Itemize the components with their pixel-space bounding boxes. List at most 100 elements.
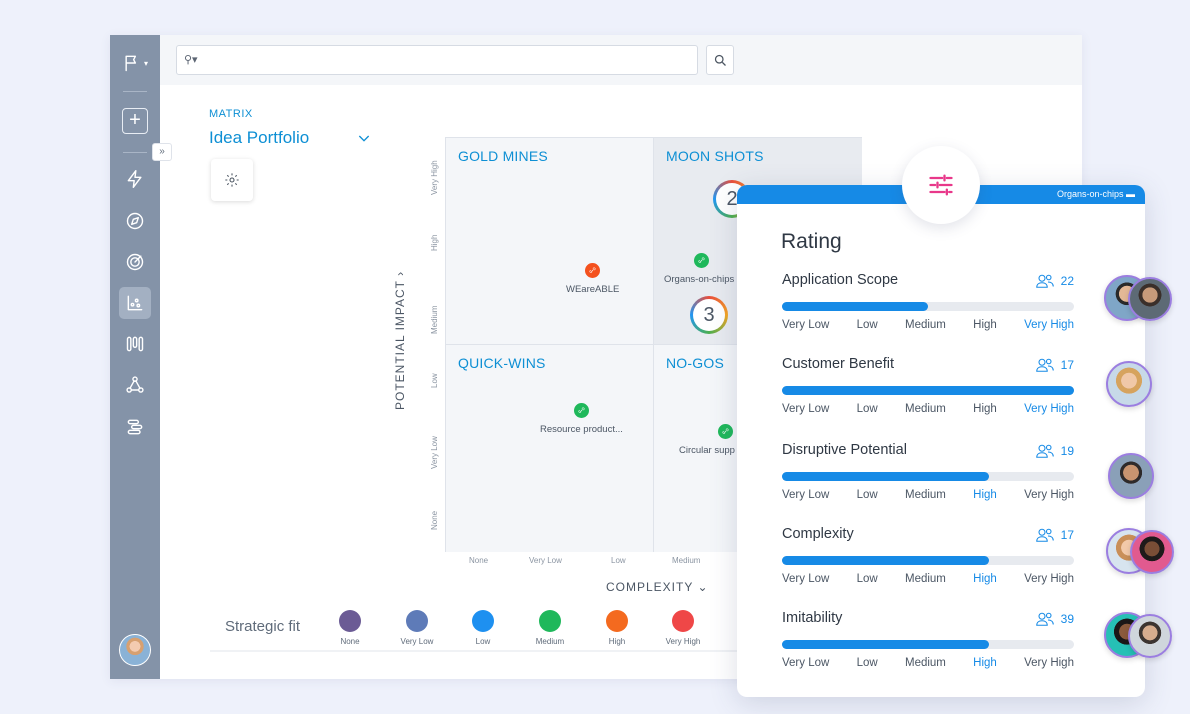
users-icon xyxy=(1035,528,1054,542)
expand-sidebar-button[interactable]: » xyxy=(152,143,172,161)
rating-slider[interactable] xyxy=(782,640,1074,649)
scale-option[interactable]: Medium xyxy=(904,403,946,415)
y-tick: High xyxy=(430,234,439,251)
scale-option[interactable]: Medium xyxy=(904,657,946,669)
scale-option[interactable]: High xyxy=(973,319,997,331)
avatar[interactable] xyxy=(1128,277,1172,321)
idea-marker[interactable]: Resource product... xyxy=(540,403,623,435)
x-axis-label[interactable]: COMPLEXITY ⌄ xyxy=(606,580,709,594)
rater-count[interactable]: 17 xyxy=(1035,357,1074,372)
lightning-icon[interactable] xyxy=(119,163,151,195)
scale-option[interactable]: Very Low xyxy=(782,403,830,415)
scale-option[interactable]: Low xyxy=(856,489,878,501)
rating-name: Application Scope xyxy=(782,272,899,288)
scale-option[interactable]: Low xyxy=(856,403,878,415)
legend-item: Very Low xyxy=(387,610,447,646)
y-tick: Very High xyxy=(430,160,439,195)
rater-count[interactable]: 19 xyxy=(1035,443,1074,458)
search-input[interactable]: ⚲▾ xyxy=(176,45,698,75)
scale-option[interactable]: Very High xyxy=(1024,573,1074,585)
legend-item: Medium xyxy=(520,610,580,646)
rating-scale: Very Low Low Medium High Very High xyxy=(782,573,1074,585)
rater-count[interactable]: 22 xyxy=(1035,273,1074,288)
scale-option[interactable]: High xyxy=(973,489,997,501)
scale-option[interactable]: Medium xyxy=(904,319,946,331)
y-tick: Very Low xyxy=(430,436,439,469)
sidebar-divider xyxy=(123,152,147,153)
scale-option[interactable]: High xyxy=(973,573,997,585)
scale-option[interactable]: Very High xyxy=(1024,403,1074,415)
rating-scale: Very Low Low Medium High Very High xyxy=(782,319,1074,331)
avatar[interactable] xyxy=(1106,361,1152,407)
idea-label: Circular supp xyxy=(679,445,735,456)
rating-fill xyxy=(782,302,928,311)
rating-fill xyxy=(782,472,990,481)
users-icon xyxy=(1035,612,1054,626)
quadrant-gold-mines: GOLD MINES xyxy=(446,138,654,345)
idea-marker[interactable]: Circular supp xyxy=(679,424,737,456)
x-tick: Very Low xyxy=(529,556,562,565)
rating-name: Imitability xyxy=(782,610,843,626)
idea-label: WEareABLE xyxy=(566,284,620,295)
scale-option[interactable]: Very High xyxy=(1024,657,1074,669)
user-avatar[interactable] xyxy=(119,634,151,666)
rating-fill xyxy=(782,640,990,649)
settings-button[interactable] xyxy=(211,159,253,201)
sidebar-divider xyxy=(123,91,147,92)
legend-item: Low xyxy=(453,610,513,646)
scale-option[interactable]: Medium xyxy=(904,573,946,585)
rating-slider[interactable] xyxy=(782,386,1074,395)
idea-marker[interactable]: WEareABLE xyxy=(566,263,619,295)
add-button[interactable]: + xyxy=(122,108,148,134)
scale-option[interactable]: Very High xyxy=(1024,319,1074,331)
link-icon xyxy=(694,253,709,268)
timeline-icon[interactable] xyxy=(119,411,151,443)
scale-option[interactable]: Very Low xyxy=(782,489,830,501)
scale-option[interactable]: High xyxy=(973,403,997,415)
compass-icon[interactable] xyxy=(119,205,151,237)
scale-option[interactable]: Low xyxy=(856,657,878,669)
link-icon xyxy=(573,403,589,418)
rater-count[interactable]: 39 xyxy=(1035,611,1074,626)
filter-settings-button[interactable] xyxy=(902,146,980,224)
network-icon[interactable] xyxy=(119,369,151,401)
rating-slider[interactable] xyxy=(782,556,1074,565)
scale-option[interactable]: Very Low xyxy=(782,657,830,669)
search-icon xyxy=(714,54,726,66)
sliders-icon xyxy=(929,174,953,196)
columns-icon[interactable] xyxy=(119,328,151,360)
search-button[interactable] xyxy=(706,45,734,75)
portfolio-title[interactable]: Idea Portfolio xyxy=(209,128,310,147)
y-tick: Medium xyxy=(430,305,439,334)
rating-row: Customer Benefit 17 Very Low Low Medium High V… xyxy=(782,356,1074,436)
rating-slider[interactable] xyxy=(782,472,1074,481)
flag-menu-icon[interactable]: ▾ xyxy=(116,47,154,79)
y-axis-label[interactable]: POTENTIAL IMPACT › xyxy=(393,270,407,410)
scale-option[interactable]: Medium xyxy=(904,489,946,501)
rating-slider[interactable] xyxy=(782,302,1074,311)
avatar[interactable] xyxy=(1128,614,1172,658)
scale-option[interactable]: Very Low xyxy=(782,573,830,585)
rating-name: Disruptive Potential xyxy=(782,442,907,458)
idea-marker[interactable]: Organs-on-chips xyxy=(664,253,734,285)
scale-option[interactable]: Low xyxy=(856,573,878,585)
scale-option[interactable]: High xyxy=(973,657,997,669)
idea-label: Resource product... xyxy=(540,424,623,435)
scale-option[interactable]: Very High xyxy=(1024,489,1074,501)
quadrant-label: GOLD MINES xyxy=(458,148,548,164)
chevron-down-icon[interactable] xyxy=(356,130,372,146)
target-icon[interactable] xyxy=(119,246,151,278)
scale-option[interactable]: Very Low xyxy=(782,319,830,331)
search-scope-icon[interactable]: ⚲▾ xyxy=(184,54,198,66)
avatar[interactable] xyxy=(1130,530,1174,574)
rater-count[interactable]: 17 xyxy=(1035,527,1074,542)
rating-name: Complexity xyxy=(782,526,854,542)
legend-item: High xyxy=(587,610,647,646)
scale-option[interactable]: Low xyxy=(856,319,878,331)
top-bar: ⚲▾ xyxy=(160,35,1082,85)
idea-cluster[interactable]: 3 xyxy=(690,296,728,334)
idea-tag: Organs-on-chips ▬ xyxy=(1056,189,1135,199)
matrix-chart-icon[interactable] xyxy=(119,287,151,319)
avatar[interactable] xyxy=(1108,453,1154,499)
rating-fill xyxy=(782,386,1074,395)
